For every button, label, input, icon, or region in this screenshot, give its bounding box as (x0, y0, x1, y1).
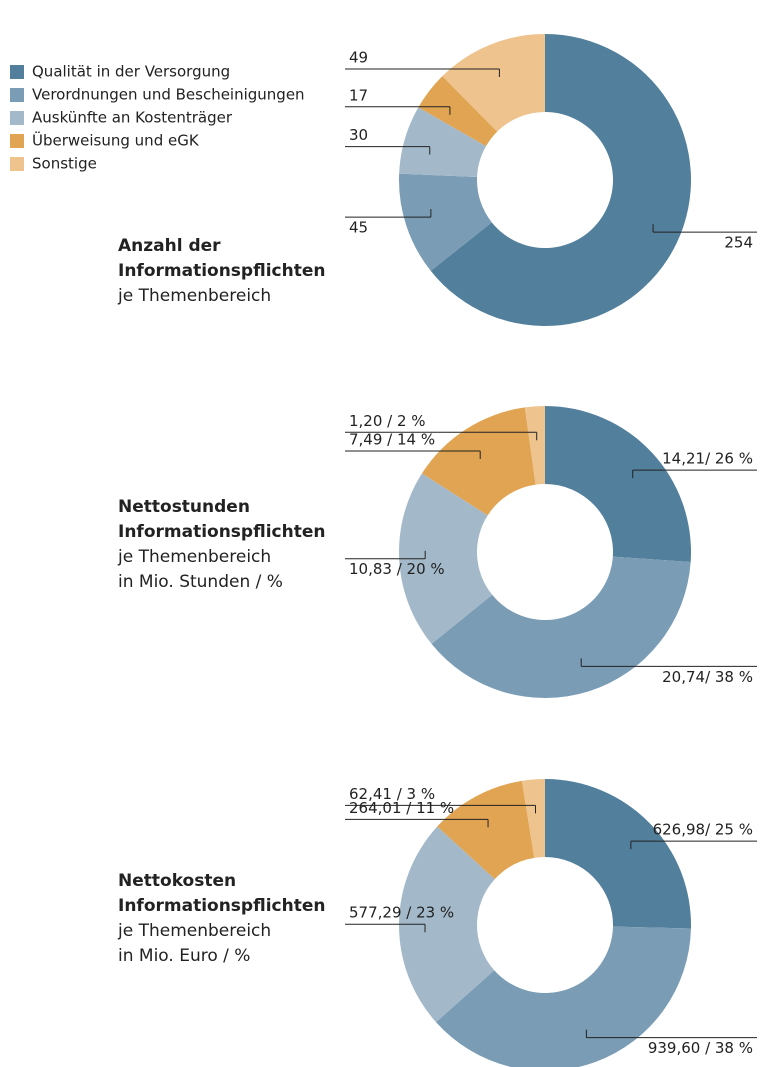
data-label: 49 (349, 48, 368, 66)
legend-swatch (10, 111, 24, 125)
data-label: 30 (349, 126, 368, 144)
legend-swatch (10, 157, 24, 171)
donut-slice (399, 107, 487, 178)
data-label: 45 (349, 219, 368, 237)
chart-title: Anzahl der (118, 236, 221, 256)
data-label: 62,41 / 3 % (349, 785, 435, 803)
donut-slice (442, 33, 545, 132)
data-label: 1,20 / 2 % (349, 412, 426, 430)
donut-slice (399, 826, 495, 1023)
data-label: 7,49 / 14 % (349, 430, 435, 448)
chart-title: Nettokosten (118, 871, 236, 891)
donut-slice (421, 407, 536, 516)
data-label: 14,21/ 26 % (662, 450, 753, 468)
data-label: 10,83 / 20 % (349, 560, 445, 578)
legend-label: Sonstige (32, 155, 97, 173)
legend-label: Qualität in der Versorgung (32, 63, 230, 81)
chart-subtitle: je Themenbereich (117, 921, 271, 941)
donut-slice (524, 406, 545, 485)
legend-swatch (10, 88, 24, 102)
chart-subtitle: je Themenbereich (117, 547, 271, 567)
donut-slice (521, 778, 545, 858)
data-label: 939,60 / 38 % (648, 1039, 753, 1057)
donut-slice (435, 926, 691, 1067)
chart-title: Informationspflichten (118, 261, 325, 281)
donut-slice (430, 34, 691, 326)
legend-label: Auskünfte an Kostenträger (32, 109, 233, 127)
data-label: 626,98/ 25 % (653, 821, 753, 839)
chart-subtitle: in Mio. Stunden / % (118, 572, 283, 592)
donut-slice (399, 173, 492, 271)
data-label: 17 (349, 86, 368, 104)
donut-slice (399, 473, 493, 644)
data-label: 264,01 / 11 % (349, 799, 454, 817)
chart-subtitle: in Mio. Euro / % (118, 946, 250, 966)
chart-title: Nettostunden (118, 497, 250, 517)
donut-slice (545, 779, 691, 929)
data-label: 20,74/ 38 % (662, 668, 753, 686)
legend-swatch (10, 134, 24, 148)
chart-subtitle: je Themenbereich (117, 286, 271, 306)
donut-slice (545, 406, 691, 562)
chart-title: Informationspflichten (118, 522, 325, 542)
legend-swatch (10, 65, 24, 79)
data-label: 254 (724, 234, 753, 252)
chart-title: Informationspflichten (118, 896, 325, 916)
legend-label: Verordnungen und Bescheinigungen (32, 86, 305, 104)
donut-slice (431, 556, 691, 698)
data-label: 577,29 / 23 % (349, 904, 454, 922)
donut-slice (418, 76, 498, 147)
legend-label: Überweisung und eGK (32, 131, 200, 150)
